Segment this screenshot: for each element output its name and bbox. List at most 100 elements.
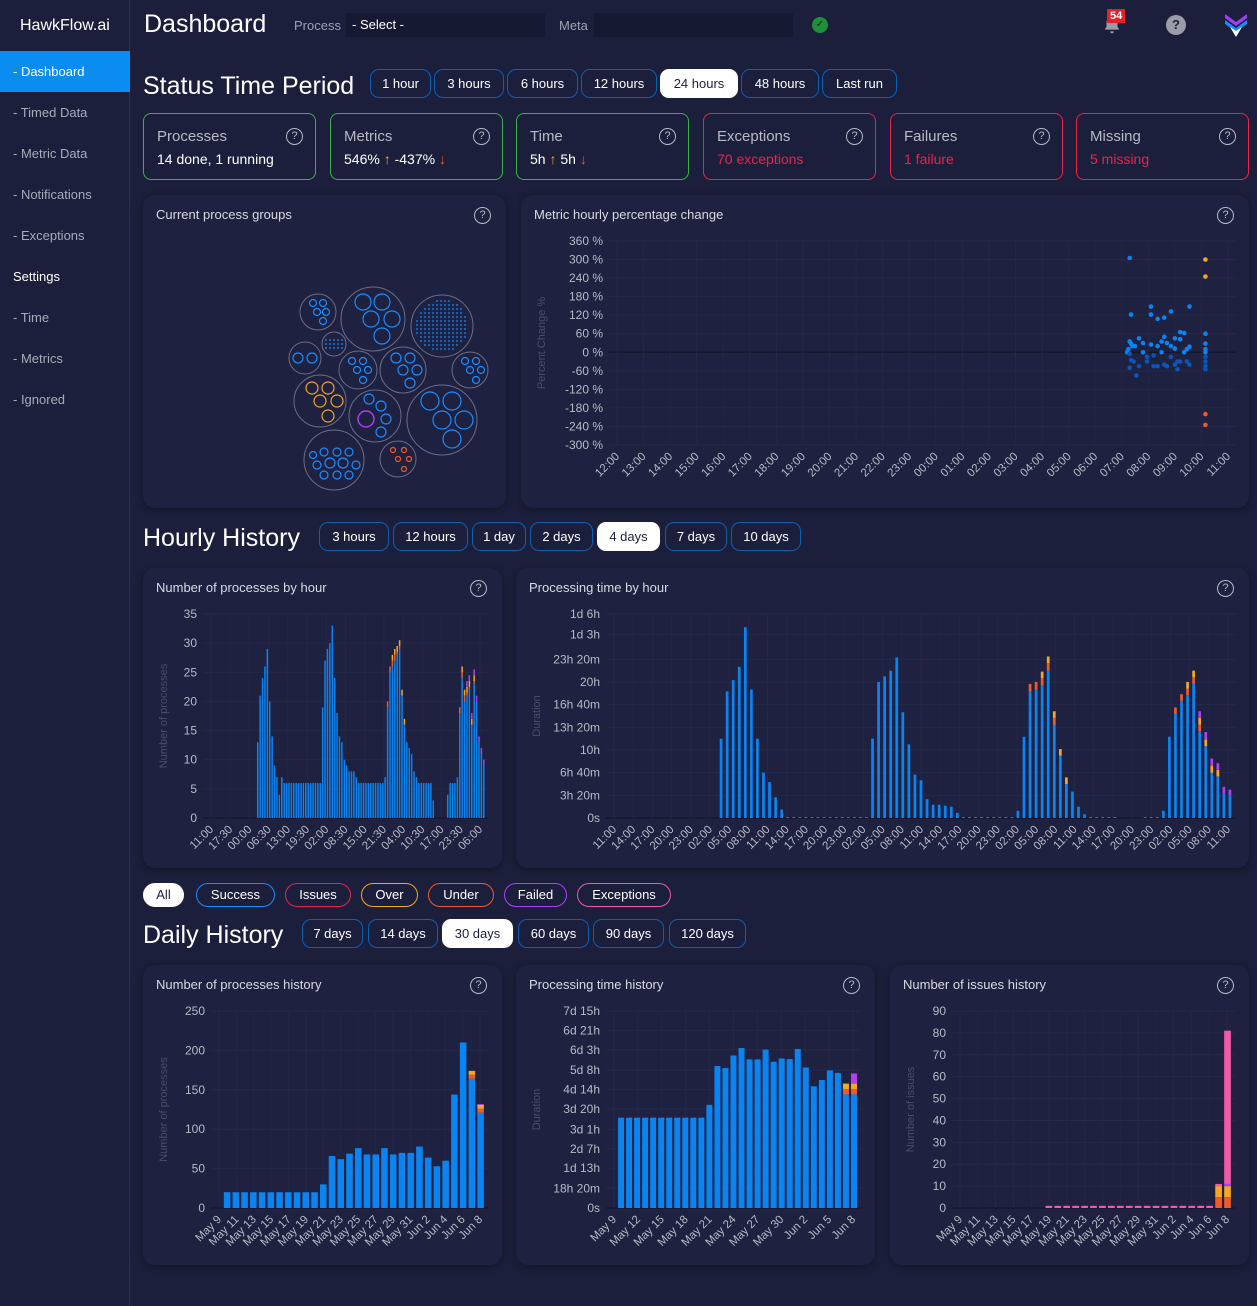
help-icon[interactable]: ? <box>1219 128 1236 145</box>
processes-by-hour-chart[interactable]: 3530252015105011:0017:3000:0006:3013:001… <box>143 568 502 868</box>
status-period-last-run[interactable]: Last run <box>822 69 897 98</box>
filter-under[interactable]: Under <box>428 883 494 907</box>
bar-failed <box>1222 786 1226 794</box>
help-icon[interactable]: ? <box>470 977 487 994</box>
hourly-period-3-hours[interactable]: 3 hours <box>319 522 389 551</box>
bar-under <box>1198 724 1202 732</box>
bar-success <box>343 759 346 818</box>
filter-success[interactable]: Success <box>196 883 275 907</box>
stat-card-missing[interactable]: Missing ? 5 missing <box>1076 113 1249 180</box>
y-tick-label: 120 % <box>569 308 603 322</box>
bar-success <box>454 783 456 818</box>
sidebar-item-ignored[interactable]: - Ignored <box>13 392 66 407</box>
help-icon[interactable]: ? <box>843 977 860 994</box>
stat-card-metrics[interactable]: Metrics ? 546% ↑ -437% ↓ <box>330 113 503 180</box>
process-dot <box>444 308 446 310</box>
daily-period-7-days[interactable]: 7 days <box>302 919 363 948</box>
hourly-period-2-days[interactable]: 2 days <box>530 522 593 551</box>
daily-period-120-days[interactable]: 120 days <box>669 919 746 948</box>
sidebar-item-dashboard[interactable]: - Dashboard <box>0 51 130 92</box>
hourly-period-12-hours[interactable]: 12 hours <box>393 522 468 551</box>
stat-card-exceptions[interactable]: Exceptions ? 70 exceptions <box>703 113 876 180</box>
help-icon[interactable]: ? <box>1217 580 1234 597</box>
daily-period-14-days[interactable]: 14 days <box>368 919 438 948</box>
help-icon[interactable]: ? <box>1166 15 1186 35</box>
daily-period-60-days[interactable]: 60 days <box>518 919 589 948</box>
status-period-24-hours[interactable]: 24 hours <box>660 69 738 98</box>
hourly-period-1-day[interactable]: 1 day <box>472 522 526 551</box>
filter-over[interactable]: Over <box>361 883 418 907</box>
filter-all[interactable]: All <box>143 883 184 907</box>
filter-issues[interactable]: Issues <box>285 883 351 907</box>
bar-success <box>293 1192 301 1208</box>
help-icon[interactable]: ? <box>846 128 863 145</box>
daily-period-90-days[interactable]: 90 days <box>593 919 664 948</box>
process-dot <box>436 320 438 322</box>
help-icon[interactable]: ? <box>1217 207 1234 224</box>
bar-success <box>1065 784 1068 818</box>
meta-input[interactable] <box>594 13 793 37</box>
hourly-period-10-days[interactable]: 10 days <box>731 522 801 551</box>
y-tick-label: 25 <box>184 665 198 679</box>
status-period-6-hours[interactable]: 6 hours <box>507 69 578 98</box>
bar-success <box>1022 736 1026 818</box>
filter-exceptions[interactable]: Exceptions <box>577 883 671 907</box>
sidebar-item-metrics[interactable]: - Metrics <box>13 351 63 366</box>
bar-success <box>1004 817 1008 818</box>
process-bubble <box>308 450 318 460</box>
y-tick-label: 3h 20m <box>560 788 600 802</box>
process-dot <box>432 316 434 318</box>
status-period-48-hours[interactable]: 48 hours <box>741 69 819 98</box>
bar-success <box>859 817 862 818</box>
brand-name[interactable]: HawkFlow.ai <box>20 17 110 34</box>
stat-card-time[interactable]: Time ? 5h ↑ 5h ↓ <box>516 113 689 180</box>
status-period-3-hours[interactable]: 3 hours <box>434 69 504 98</box>
bar-failed <box>1228 789 1232 796</box>
hourly-period-4-days[interactable]: 4 days <box>597 522 660 551</box>
scatter-point-over <box>1203 274 1208 279</box>
stat-card-failures[interactable]: Failures ? 1 failure <box>890 113 1063 180</box>
process-bubble <box>330 394 344 408</box>
bar-success <box>955 812 959 818</box>
help-icon[interactable]: ? <box>1217 977 1234 994</box>
process-bubble <box>354 293 372 311</box>
filter-failed[interactable]: Failed <box>504 883 567 907</box>
status-period-12-hours[interactable]: 12 hours <box>581 69 657 98</box>
stat-card-processes[interactable]: Processes ? 14 done, 1 running <box>143 113 316 180</box>
hourly-period-7-days[interactable]: 7 days <box>665 522 727 551</box>
sidebar-item-metric-data[interactable]: - Metric Data <box>13 146 88 161</box>
status-period-1-hour[interactable]: 1 hour <box>370 69 431 98</box>
help-icon[interactable]: ? <box>473 128 490 145</box>
bar-success <box>1228 795 1232 818</box>
help-icon[interactable]: ? <box>286 128 303 145</box>
sidebar-item-exceptions[interactable]: - Exceptions <box>13 228 85 243</box>
scatter-point <box>1148 304 1154 309</box>
process-groups-bubble-chart[interactable] <box>143 195 506 508</box>
bar-success <box>618 1117 625 1208</box>
bar-success <box>410 753 413 818</box>
help-icon[interactable]: ? <box>1033 128 1050 145</box>
hawkflow-logo-icon[interactable] <box>1224 12 1248 38</box>
help-icon[interactable]: ? <box>474 207 491 224</box>
sidebar-heading-settings: Settings <box>13 269 60 284</box>
help-icon[interactable]: ? <box>470 580 487 597</box>
sidebar-item-time[interactable]: - Time <box>13 310 50 325</box>
bar-over <box>1224 1186 1231 1198</box>
bar-over <box>1215 1186 1222 1198</box>
time-by-hour-chart[interactable]: 1d 6h 1d 3h 23h 20m 20h 16h 40m 13h 20m 10h 6h … <box>516 568 1249 868</box>
sidebar-item-notifications[interactable]: - Notifications <box>13 187 92 202</box>
daily-period-30-days[interactable]: 30 days <box>442 919 513 948</box>
help-icon[interactable]: ? <box>659 128 676 145</box>
process-select[interactable]: - Select - <box>346 13 545 37</box>
metric-change-chart[interactable]: 360 % 300 % 240 % 180 % 120 % 60 % 0 % -60 % -12… <box>521 195 1249 508</box>
process-bubble <box>308 298 318 308</box>
bar-over <box>842 1083 849 1089</box>
sidebar-item-timed-data[interactable]: - Timed Data <box>13 105 88 120</box>
process-dot <box>416 320 418 322</box>
stat-value: 1 failure <box>904 151 954 167</box>
time-history-chart[interactable]: 7d 15h 6d 21h 6d 3h 5d 8h 4d 14h 3d 20h 3d 1h 2… <box>516 965 875 1265</box>
scatter-point <box>1203 359 1208 364</box>
bar-success <box>780 809 784 818</box>
